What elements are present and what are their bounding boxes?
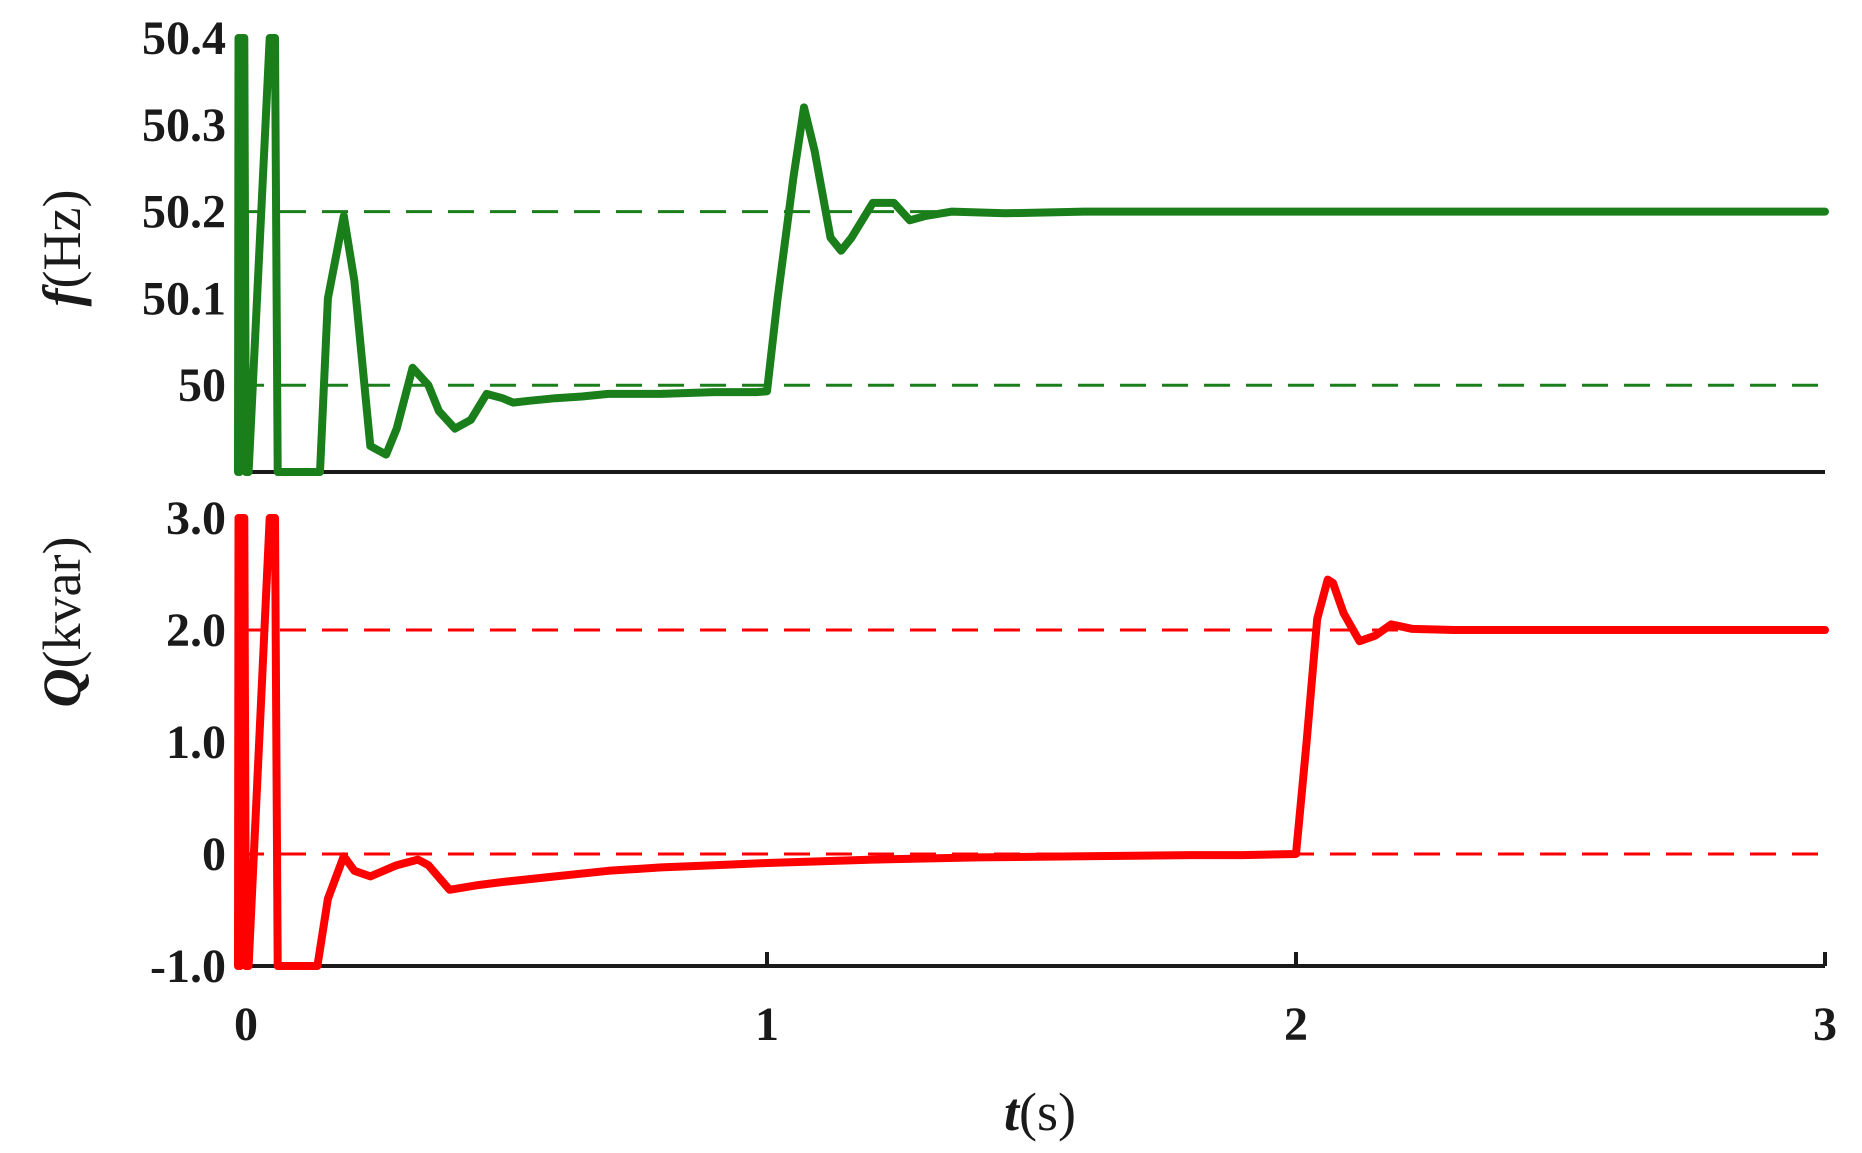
frequency-y-tick-label: 50 [178, 359, 226, 412]
time-x-tick-label: 0 [234, 998, 258, 1051]
reactive-power-y-axis-label: Q(kvar) [32, 537, 92, 708]
frequency-y-tick-labels: 50 50.1 50.2 50.3 50.4 [142, 12, 226, 412]
reactive-power-y-label-unit: (kvar) [32, 537, 92, 669]
reactive-power-y-tick-label: -1.0 [150, 940, 226, 993]
frequency-panel: 50 50.1 50.2 50.3 50.4 f(Hz) [32, 12, 1829, 476]
frequency-series-line [234, 34, 1829, 476]
time-x-label-variable: t [1004, 1082, 1021, 1142]
frequency-y-tick-label: 50.4 [142, 12, 226, 65]
reactive-power-y-tick-labels: -1.0 0 1.0 2.0 3.0 [150, 492, 226, 993]
time-x-tick-labels: 0 1 2 3 [234, 998, 1837, 1051]
time-x-tick-label: 2 [1284, 998, 1308, 1051]
time-x-tick-label: 3 [1813, 998, 1837, 1051]
time-x-label-unit: (s) [1019, 1082, 1076, 1142]
frequency-y-label-unit: (Hz) [32, 190, 92, 289]
reactive-power-y-label-variable: Q [32, 668, 92, 707]
frequency-y-tick-label: 50.1 [142, 272, 226, 325]
time-x-tick-label: 1 [755, 998, 779, 1051]
frequency-y-tick-label: 50.2 [142, 186, 226, 239]
frequency-y-tick-label: 50.3 [142, 99, 226, 152]
reactive-power-series-line [234, 514, 1829, 970]
reactive-power-y-tick-label: 1.0 [166, 716, 226, 769]
frequency-y-axis-label: f(Hz) [32, 190, 92, 307]
time-x-axis-label: t(s) [1004, 1082, 1076, 1142]
reactive-power-y-tick-label: 0 [202, 828, 226, 881]
frequency-y-label-variable: f [32, 283, 92, 306]
reactive-power-y-tick-label: 2.0 [166, 604, 226, 657]
reactive-power-y-tick-label: 3.0 [166, 492, 226, 545]
